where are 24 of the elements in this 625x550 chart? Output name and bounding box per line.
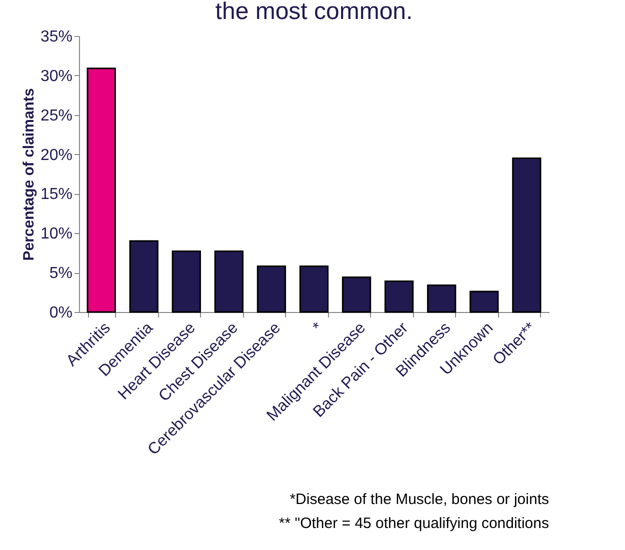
bar [214, 250, 244, 313]
y-tick-label: 15% [40, 186, 72, 204]
y-tick-label: 0% [49, 304, 72, 322]
bar [384, 280, 414, 313]
bar [512, 157, 542, 313]
bar [86, 68, 116, 313]
bar [129, 240, 158, 313]
bar [172, 250, 201, 313]
y-tick-label: 20% [40, 146, 72, 164]
y-tick-label: 25% [40, 107, 72, 124]
chart-title: the most common. [215, 0, 413, 25]
text: ** "Other = 45 other qualifying conditions [278, 515, 549, 532]
text: *Disease of the Muscle, bones or joints [290, 491, 549, 508]
bar [299, 266, 329, 313]
x-tick-label: * [310, 320, 327, 336]
bar [427, 284, 456, 313]
bar [470, 290, 499, 313]
y-tick-label: 30% [40, 68, 72, 85]
bar [342, 276, 372, 313]
y-tick-label: 10% [40, 226, 72, 243]
y-tick-label: 35% [40, 28, 72, 46]
y-tick-label: 5% [49, 265, 72, 282]
bar [256, 266, 286, 313]
y-axis-title: Percentage of claimants [20, 88, 38, 261]
